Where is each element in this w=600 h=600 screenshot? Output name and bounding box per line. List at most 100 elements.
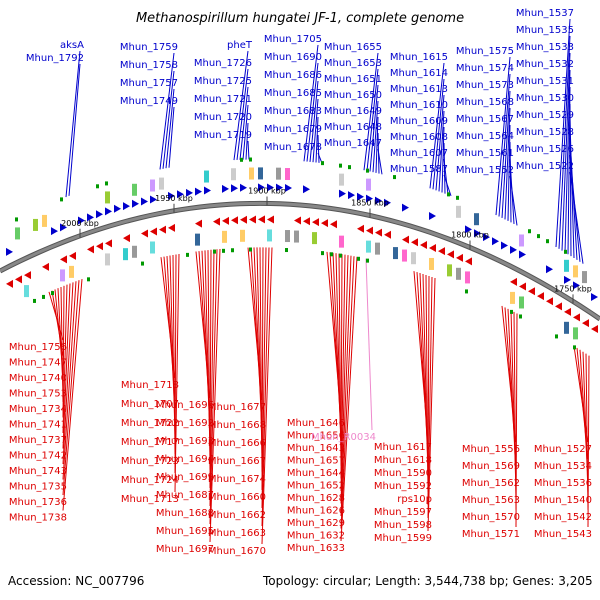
- cog-color-block: [519, 234, 524, 247]
- reverse-gene-label: Mhun_1644: [287, 468, 345, 479]
- reverse-gene-label: Mhun_1626: [287, 506, 345, 517]
- leader-line: [377, 148, 383, 175]
- marker-tick: [546, 239, 549, 244]
- reverse-gene-arrow: [105, 239, 112, 248]
- forward-gene-arrow: [258, 183, 265, 192]
- leader-line: [425, 274, 429, 493]
- forward-gene-label: Mhun_1650: [324, 90, 382, 101]
- reverse-gene-label: Mhun_1735: [9, 482, 67, 493]
- reverse-gene-arrow: [69, 251, 76, 260]
- marker-tick: [465, 289, 468, 294]
- reverse-gene-label: Mhun_1571: [462, 529, 520, 540]
- leader-line: [239, 86, 249, 160]
- forward-gene-label: Mhun_1529: [516, 110, 574, 121]
- forward-gene-label: Mhun_1651: [324, 74, 382, 85]
- reverse-gene-arrow: [564, 307, 571, 316]
- reverse-gene-label: Mhun_1598: [374, 520, 432, 531]
- leader-line: [174, 253, 180, 493]
- leader-line: [427, 275, 430, 506]
- kbp-tick-marks: 2000 kbp 1950 kbp 1900 kbp 1850 kbp 1800 kbp…: [61, 186, 592, 304]
- leader-line: [340, 256, 355, 529]
- reverse-gene-label: Mhun_1556: [462, 444, 520, 455]
- leader-line: [515, 313, 518, 528]
- reverse-gene-label: Mhun_1717: [121, 437, 179, 448]
- leader-line: [209, 249, 215, 507]
- forward-gene-label: Mhun_1537: [516, 8, 574, 19]
- marker-tick: [285, 248, 288, 253]
- cog-color-block: [339, 235, 344, 248]
- forward-gene-label: Mhun_1614: [390, 68, 448, 79]
- marker-tick: [555, 334, 558, 339]
- forward-gene-arrow: [591, 292, 598, 301]
- reverse-gene-label: Mhun_1670: [208, 546, 266, 557]
- marker-tick: [96, 184, 99, 189]
- reverse-gene-arrow: [366, 226, 373, 235]
- marker-tick: [213, 249, 216, 254]
- forward-gene-label: Mhun_1792: [26, 53, 84, 64]
- cog-color-block: [339, 173, 344, 186]
- cog-color-block: [510, 291, 515, 304]
- gene-labels: aksA Mhun_1792 Mhun_1759 Mhun_1758 Mhun_1757…: [9, 8, 592, 557]
- forward-gene-label: Mhun_1749: [120, 96, 178, 107]
- cog-color-block: [411, 252, 416, 265]
- reverse-gene-arrow: [330, 220, 337, 229]
- leader-line: [509, 175, 518, 226]
- cog-color-block: [294, 230, 299, 243]
- cog-color-block: [429, 257, 434, 270]
- leader-line: [372, 100, 379, 173]
- leader-line: [558, 35, 571, 249]
- reverse-gene-label: Mhun_1696: [156, 400, 214, 411]
- reverse-gene-arrow: [528, 287, 535, 296]
- leader-line: [429, 62, 445, 189]
- reverse-gene-label: Mhun_1663: [208, 528, 266, 539]
- kbp-tick-label: 2000 kbp: [61, 219, 99, 228]
- cog-color-block: [582, 271, 587, 284]
- kbp-tick-label: 1950 kbp: [155, 194, 193, 203]
- reverse-gene-label: Mhun_1562: [462, 478, 520, 489]
- forward-gene-arrow: [429, 211, 436, 220]
- forward-gene-arrow: [105, 207, 112, 216]
- forward-gene-arrow: [285, 184, 292, 193]
- leader-line: [585, 353, 589, 511]
- leader-line: [159, 52, 175, 170]
- leader-line: [233, 50, 249, 161]
- leader-line: [259, 247, 263, 473]
- marker-tick: [339, 253, 342, 258]
- forward-gene-label: Mhun_1530: [516, 93, 574, 104]
- forward-gene-label: Mhun_1690: [264, 52, 322, 63]
- forward-gene-arrow: [465, 225, 472, 234]
- leader-line: [432, 78, 445, 190]
- forward-gene-arrow: [6, 247, 13, 256]
- marker-tick: [105, 181, 108, 186]
- leader-line: [587, 355, 590, 528]
- leader-line: [369, 84, 379, 172]
- marker-tick: [33, 298, 36, 303]
- cog-color-block: [42, 214, 47, 227]
- leader-line: [207, 250, 211, 471]
- cog-color-block: [573, 265, 578, 278]
- reverse-gene-label: Mhun_1743: [9, 466, 67, 477]
- leader-line: [309, 80, 319, 162]
- reverse-gene-label: Mhun_1657: [287, 456, 345, 467]
- reverse-gene-arrow: [438, 247, 445, 256]
- reverse-gene-label: Mhun_1660: [208, 492, 266, 503]
- leader-line: [62, 280, 80, 496]
- forward-gene-arrow: [114, 204, 121, 213]
- cog-color-block: [105, 191, 110, 204]
- forward-gene-label: Mhun_1726: [194, 58, 252, 69]
- reverse-gene-label: Mhun_1617: [374, 442, 432, 453]
- cog-color-block: [24, 285, 29, 298]
- leader-line: [60, 286, 64, 403]
- forward-gene-arrow: [168, 191, 175, 200]
- reverse-gene-arrow: [240, 215, 247, 224]
- marker-tick: [537, 234, 540, 239]
- cog-color-block: [195, 233, 200, 246]
- marker-tick: [87, 277, 90, 282]
- cog-color-block: [375, 242, 380, 255]
- reverse-gene-label: Mhun_1534: [534, 461, 592, 472]
- reverse-gene-arrow: [312, 218, 319, 227]
- forward-gene-arrow: [510, 245, 517, 254]
- forward-gene-arrow: [492, 237, 499, 246]
- forward-gene-arrow: [267, 183, 274, 192]
